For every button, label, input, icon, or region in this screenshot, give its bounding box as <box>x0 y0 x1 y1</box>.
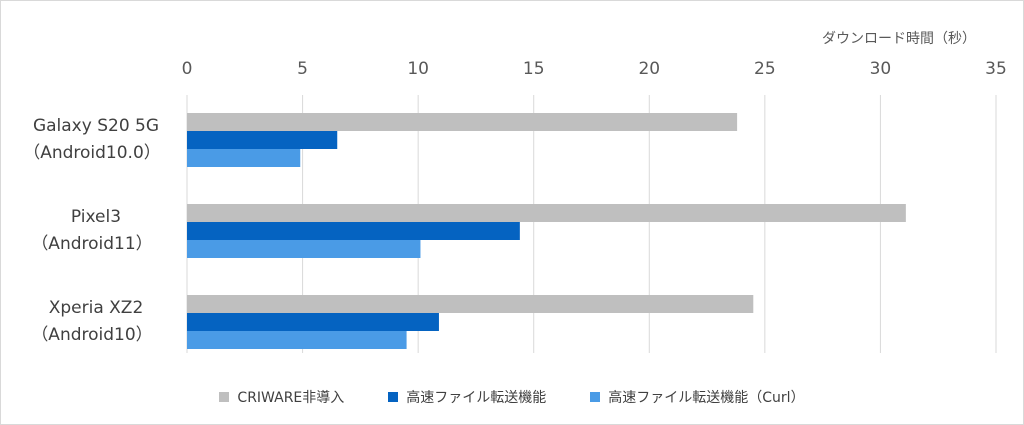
bar <box>187 131 338 149</box>
bar <box>187 331 407 349</box>
category-label-device: Xperia XZ2 <box>49 298 144 318</box>
legend-label: 高速ファイル転送機能（Curl） <box>608 390 805 406</box>
x-tick-label: 0 <box>182 59 193 79</box>
category-label-os: （Android10） <box>31 325 152 345</box>
bar <box>187 313 439 331</box>
category-label-os: （Android11） <box>31 234 152 254</box>
x-tick-label: 5 <box>297 59 308 79</box>
legend-item: 高速ファイル転送機能（Curl） <box>590 387 805 407</box>
bar <box>187 240 421 258</box>
x-tick-label: 30 <box>870 59 892 79</box>
x-tick-label: 35 <box>985 59 1007 79</box>
bar <box>187 295 754 313</box>
bars <box>187 113 906 349</box>
bar <box>187 204 906 222</box>
bar <box>187 222 520 240</box>
x-tick-label: 25 <box>754 59 776 79</box>
legend-swatch <box>219 392 230 402</box>
legend-label: CRIWARE非導入 <box>237 390 345 406</box>
legend-label: 高速ファイル転送機能 <box>406 390 547 406</box>
bar <box>187 149 301 167</box>
x-tick-label: 15 <box>523 59 545 79</box>
x-tick-label: 10 <box>407 59 429 79</box>
legend-item: 高速ファイル転送機能 <box>388 387 546 407</box>
legend-swatch <box>590 392 601 402</box>
category-label-device: Pixel3 <box>71 207 121 227</box>
x-axis-title: ダウンロード時間（秒） <box>822 31 976 47</box>
bar <box>187 113 738 131</box>
legend-item: CRIWARE非導入 <box>219 387 344 407</box>
legend: CRIWARE非導入 高速ファイル転送機能 高速ファイル転送機能（Curl） <box>0 385 1024 409</box>
category-label-device: Galaxy S20 5G <box>33 116 159 136</box>
legend-swatch <box>388 392 399 402</box>
x-tick-label: 20 <box>638 59 660 79</box>
category-labels: Galaxy S20 5G （Android10.0） Pixel3 （Android… <box>23 116 161 345</box>
category-label-os: （Android10.0） <box>23 143 161 163</box>
x-tick-labels: 0 5 10 15 20 25 30 35 <box>182 59 1007 79</box>
